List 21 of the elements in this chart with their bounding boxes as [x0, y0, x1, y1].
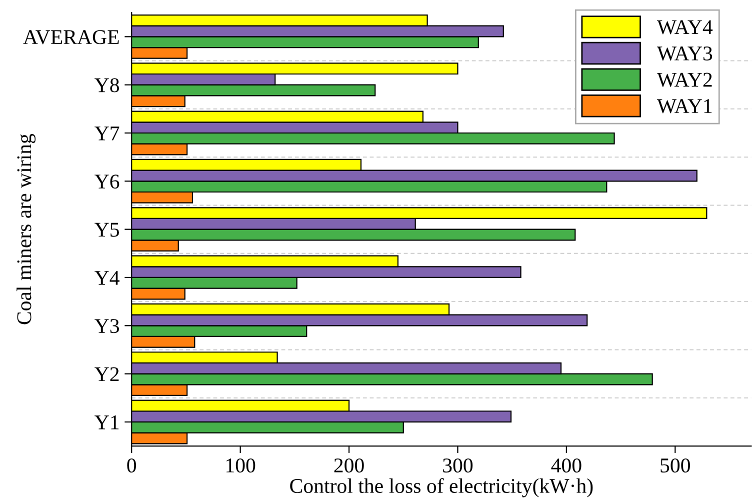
x-tick-label: 400	[551, 458, 582, 473]
x-tick-label: 500	[660, 458, 690, 473]
legend-label: WAY3	[656, 46, 712, 61]
x-tick-label: 200	[334, 458, 364, 473]
y-tick-label: Y8	[94, 78, 119, 92]
x-tick-label: 100	[226, 458, 256, 473]
y-axis-title: Coal miners are wiring	[16, 134, 36, 324]
y-tick-label: Y7	[94, 126, 120, 140]
y-tick-label: Y6	[94, 174, 120, 189]
legend-label: WAY2	[656, 72, 712, 87]
y-tick-label: Y3	[94, 319, 119, 334]
x-tick-label: 300	[443, 458, 473, 473]
y-tick-label: AVERAGE	[23, 30, 119, 44]
y-tick-label: Y5	[94, 222, 119, 237]
y-tick-label: Y1	[94, 415, 119, 430]
x-axis-title: Control the loss of electricity(kW·h)	[290, 478, 593, 498]
x-tick-label: 0	[127, 458, 136, 473]
y-tick-label: Y4	[94, 270, 120, 285]
legend-label: WAY4	[656, 20, 713, 34]
y-tick-label: Y2	[94, 367, 119, 382]
legend-label: WAY1	[656, 99, 712, 114]
